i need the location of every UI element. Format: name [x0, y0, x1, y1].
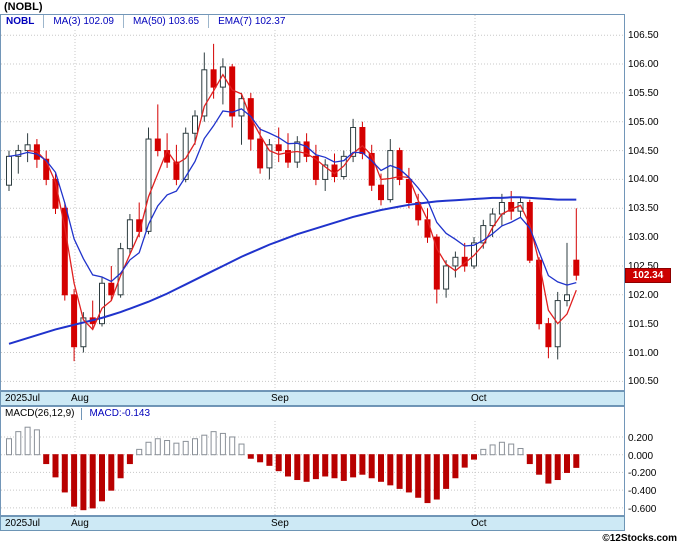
legend-ma3: MA(3) 102.09 [43, 15, 114, 28]
month-label: 2025Jul [5, 518, 41, 529]
macd-chart-panel: MACD(26,12,9) MACD:-0.143 [0, 406, 625, 516]
legend-ma50-label: MA(50) [132, 16, 166, 27]
macd-histogram [6, 426, 580, 511]
price-tick-label: 102.00 [628, 289, 659, 301]
candles [6, 43, 580, 362]
macd-params-label: MACD(26,12,9) [5, 408, 75, 419]
macd-chart-svg [1, 421, 624, 515]
xaxis-band-top-row: 2025Jul Aug Sep Oct [0, 391, 680, 406]
legend-ema7: EMA(7) 102.37 [208, 15, 285, 28]
month-label: 2025Jul [5, 393, 41, 404]
price-chart-row: NOBL MA(3) 102.09 MA(50) 103.65 EMA(7) 1… [0, 14, 680, 391]
price-tick-label: 106.50 [628, 30, 659, 42]
ma50-line [8, 196, 577, 345]
month-label: Oct [471, 393, 487, 404]
macd-tick-label: 0.200 [628, 432, 654, 444]
legend-ma3-label: MA(3) [53, 16, 81, 27]
xaxis-band-bottom: 2025Jul Aug Sep Oct [0, 516, 625, 531]
price-chart-svg [1, 15, 624, 390]
macd-tick-label: -0.200 [628, 468, 657, 480]
symbol-label: NOBL [6, 16, 35, 27]
price-tick-label: 101.00 [628, 347, 659, 359]
month-label: Aug [71, 393, 89, 404]
macd-tick-label: -0.400 [628, 486, 657, 498]
page-title: (NOBL) [4, 1, 43, 13]
legend-divider [81, 408, 83, 420]
macd-tick-label: -0.600 [628, 503, 657, 515]
price-tick-label: 104.50 [628, 145, 659, 157]
xaxis-band-top: 2025Jul Aug Sep Oct [0, 391, 625, 406]
legend-ema7-label: EMA(7) [218, 16, 253, 27]
credit-text: ©12Stocks.com [602, 533, 677, 544]
ema7-line [8, 108, 577, 286]
macd-y-axis: 0.200 0.000 -0.200 -0.400 -0.600 [625, 406, 679, 516]
xaxis-band-bottom-row: 2025Jul Aug Sep Oct [0, 516, 680, 531]
month-label: Sep [271, 518, 289, 529]
price-tick-label: 106.00 [628, 59, 659, 71]
price-tick-label: 103.00 [628, 232, 659, 244]
footer: ©12Stocks.com [0, 531, 680, 546]
price-y-axis: 106.50 106.00 105.50 105.00 104.50 104.00 103.… [625, 14, 679, 391]
price-tick-label: 103.50 [628, 203, 659, 215]
legend-ma50-value: 103.65 [168, 16, 200, 27]
legend-ema7-value: 102.37 [254, 16, 286, 27]
price-tick-label: 105.50 [628, 87, 659, 99]
macd-chart-row: MACD(26,12,9) MACD:-0.143 0.200 0.000 -0.2… [0, 406, 680, 516]
price-tick-label: 100.50 [628, 376, 659, 388]
price-chart-panel: NOBL MA(3) 102.09 MA(50) 103.65 EMA(7) 1… [0, 14, 625, 391]
last-price-badge: 102.34 [625, 268, 671, 284]
ma3-line [27, 73, 577, 331]
legend-ma3-value: 102.09 [83, 16, 114, 27]
macd-value-label: MACD:-0.143 [89, 408, 151, 419]
price-tick-label: 104.00 [628, 174, 659, 186]
month-label: Aug [71, 518, 89, 529]
macd-legend: MACD(26,12,9) MACD:-0.143 [1, 407, 624, 421]
price-tick-label: 105.00 [628, 116, 659, 128]
price-legend: NOBL MA(3) 102.09 MA(50) 103.65 EMA(7) 1… [1, 15, 291, 28]
price-tick-label: 102.50 [628, 260, 659, 272]
macd-tick-label: 0.000 [628, 450, 654, 462]
month-label: Oct [471, 518, 487, 529]
month-label: Sep [271, 393, 289, 404]
price-tick-label: 101.50 [628, 318, 659, 330]
legend-ma50: MA(50) 103.65 [122, 15, 200, 28]
